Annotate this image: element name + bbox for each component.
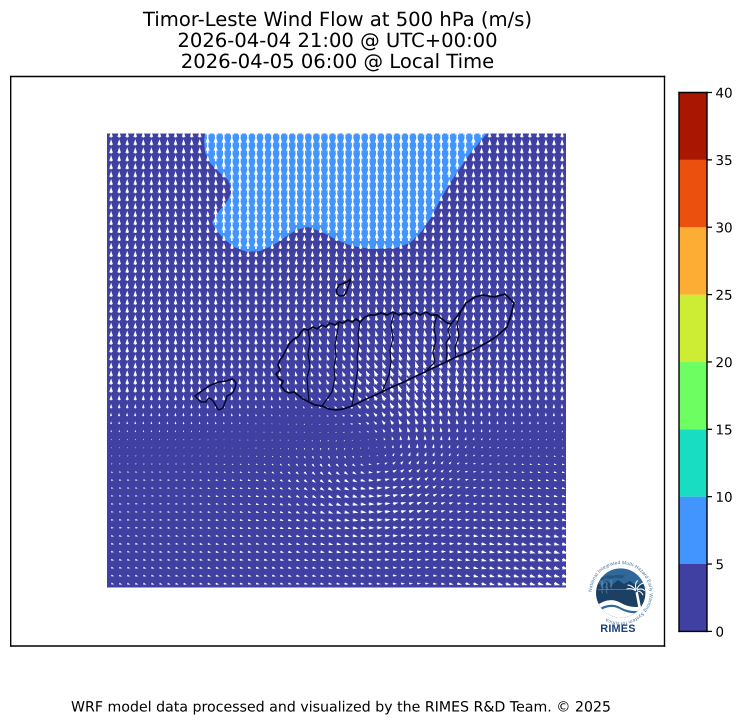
svg-text:RIMES: RIMES <box>600 623 635 635</box>
